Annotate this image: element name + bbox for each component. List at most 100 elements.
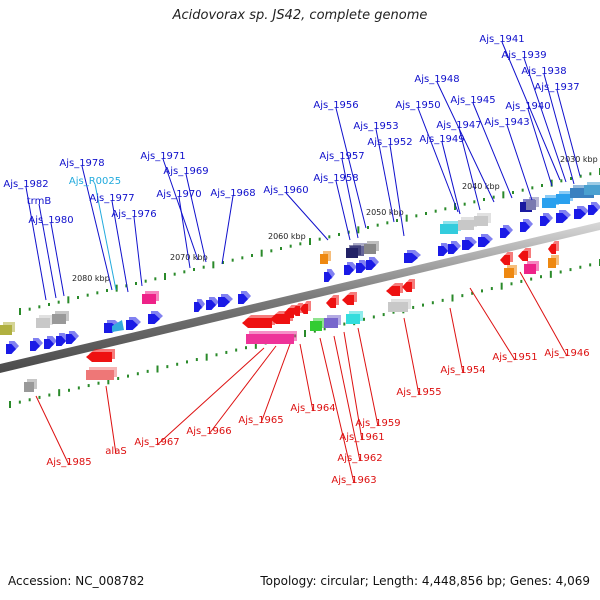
forward-gene-label[interactable]: trmB [27, 196, 52, 207]
reverse-gene[interactable] [548, 241, 559, 254]
forward-gene-label[interactable]: Ajs_1957 [319, 151, 364, 162]
rna-gene[interactable] [112, 320, 124, 332]
forward-gene[interactable] [148, 311, 163, 324]
reverse-gene-box[interactable] [548, 255, 559, 268]
forward-gene[interactable] [66, 331, 79, 344]
forward-gene[interactable] [218, 294, 233, 307]
forward-gene[interactable] [556, 210, 571, 223]
reverse-gene[interactable] [242, 315, 275, 328]
forward-gene-label[interactable]: Ajs_1948 [414, 74, 459, 85]
forward-gene[interactable] [238, 291, 251, 304]
forward-gene[interactable] [44, 336, 57, 349]
reverse-gene[interactable] [86, 349, 115, 362]
reverse-gene[interactable] [300, 301, 311, 314]
forward-gene-box[interactable] [542, 195, 559, 208]
reverse-gene-box[interactable] [24, 379, 37, 392]
forward-gene[interactable] [540, 213, 553, 226]
rna-gene-label[interactable]: Ajs_R0025 [69, 176, 121, 187]
forward-gene-label[interactable]: Ajs_1980 [28, 215, 73, 226]
reverse-gene-box[interactable] [86, 367, 117, 380]
forward-gene-label[interactable]: Ajs_1958 [313, 173, 358, 184]
forward-gene-box[interactable] [458, 217, 477, 230]
reverse-gene-box[interactable] [524, 261, 539, 274]
reverse-gene-label[interactable]: Ajs_1951 [492, 352, 537, 363]
reverse-gene-label[interactable]: Ajs_1955 [396, 387, 441, 398]
forward-gene[interactable] [574, 206, 589, 219]
reverse-gene-label[interactable]: Ajs_1961 [339, 432, 384, 443]
reverse-gene-box[interactable] [246, 331, 297, 344]
forward-gene-box[interactable] [0, 322, 15, 335]
reverse-gene[interactable] [518, 248, 531, 261]
forward-gene[interactable] [462, 237, 477, 250]
reverse-gene-box[interactable] [310, 318, 325, 331]
forward-gene[interactable] [30, 338, 43, 351]
forward-gene-label[interactable]: Ajs_1943 [484, 117, 529, 128]
reverse-gene-box[interactable] [324, 315, 341, 328]
forward-gene-label[interactable]: Ajs_1953 [353, 121, 398, 132]
forward-gene[interactable] [404, 250, 421, 263]
forward-gene[interactable] [448, 241, 461, 254]
forward-gene-label[interactable]: Ajs_1940 [505, 101, 550, 112]
forward-gene-box[interactable] [346, 245, 361, 258]
forward-gene-label[interactable]: Ajs_1971 [140, 151, 185, 162]
forward-gene[interactable] [588, 202, 600, 215]
forward-gene-box[interactable] [142, 291, 159, 304]
forward-gene-box[interactable] [526, 197, 539, 210]
forward-gene[interactable] [438, 243, 451, 256]
forward-gene[interactable] [500, 225, 513, 238]
forward-gene[interactable] [366, 257, 379, 270]
reverse-gene[interactable] [342, 292, 357, 305]
reverse-gene-label[interactable]: Ajs_1985 [46, 457, 91, 468]
forward-gene-label[interactable]: Ajs_1947 [436, 120, 481, 131]
forward-gene-label[interactable]: Ajs_1960 [263, 185, 308, 196]
forward-gene-box[interactable] [474, 213, 491, 226]
forward-gene-label[interactable]: Ajs_1977 [89, 193, 134, 204]
reverse-gene[interactable] [402, 279, 415, 292]
reverse-gene-box[interactable] [320, 251, 331, 264]
forward-gene-label[interactable]: Ajs_1968 [210, 188, 255, 199]
forward-gene-label[interactable]: Ajs_1956 [313, 100, 358, 111]
forward-gene-label[interactable]: Ajs_1952 [367, 137, 412, 148]
reverse-gene-label[interactable]: Ajs_1954 [440, 365, 485, 376]
forward-gene-label[interactable]: Ajs_1941 [479, 34, 524, 45]
forward-gene[interactable] [324, 269, 335, 282]
reverse-gene[interactable] [270, 311, 293, 324]
forward-gene-label[interactable]: Ajs_1978 [59, 158, 104, 169]
reverse-gene-label[interactable]: Ajs_1963 [331, 475, 376, 486]
forward-gene-label[interactable]: Ajs_1949 [419, 134, 464, 145]
reverse-gene-label[interactable]: alaS [105, 446, 126, 457]
forward-gene[interactable] [56, 333, 69, 346]
reverse-gene[interactable] [326, 295, 339, 308]
forward-gene-label[interactable]: Ajs_1970 [156, 189, 201, 200]
forward-gene-box[interactable] [36, 315, 53, 328]
forward-gene-label[interactable]: Ajs_1976 [111, 209, 156, 220]
reverse-gene-box[interactable] [346, 311, 363, 324]
reverse-gene-label[interactable]: Ajs_1962 [337, 453, 382, 464]
forward-gene[interactable] [344, 262, 357, 275]
reverse-gene-label[interactable]: Ajs_1959 [355, 418, 400, 429]
forward-gene[interactable] [126, 317, 141, 330]
reverse-gene-box[interactable] [388, 299, 411, 312]
forward-gene[interactable] [520, 219, 533, 232]
forward-gene[interactable] [6, 341, 19, 354]
forward-gene-label[interactable]: Ajs_1969 [163, 166, 208, 177]
reverse-gene-label[interactable]: Ajs_1965 [238, 415, 283, 426]
reverse-gene-label[interactable]: Ajs_1966 [186, 426, 231, 437]
forward-gene-box[interactable] [584, 182, 600, 195]
reverse-gene-label[interactable]: Ajs_1946 [544, 348, 589, 359]
reverse-gene[interactable] [292, 303, 303, 316]
forward-gene[interactable] [206, 297, 219, 310]
forward-gene-box[interactable] [364, 241, 379, 254]
forward-gene[interactable] [194, 299, 205, 312]
reverse-gene[interactable] [500, 252, 513, 265]
forward-gene-label[interactable]: Ajs_1939 [501, 50, 546, 61]
reverse-gene[interactable] [386, 283, 403, 296]
forward-gene-box[interactable] [52, 311, 69, 324]
reverse-gene-label[interactable]: Ajs_1964 [290, 403, 335, 414]
reverse-gene-box[interactable] [504, 265, 517, 278]
forward-gene-box[interactable] [440, 221, 461, 234]
forward-gene[interactable] [478, 234, 493, 247]
forward-gene-label[interactable]: Ajs_1945 [450, 95, 495, 106]
forward-gene-label[interactable]: Ajs_1950 [395, 100, 440, 111]
reverse-gene-label[interactable]: Ajs_1967 [134, 437, 179, 448]
